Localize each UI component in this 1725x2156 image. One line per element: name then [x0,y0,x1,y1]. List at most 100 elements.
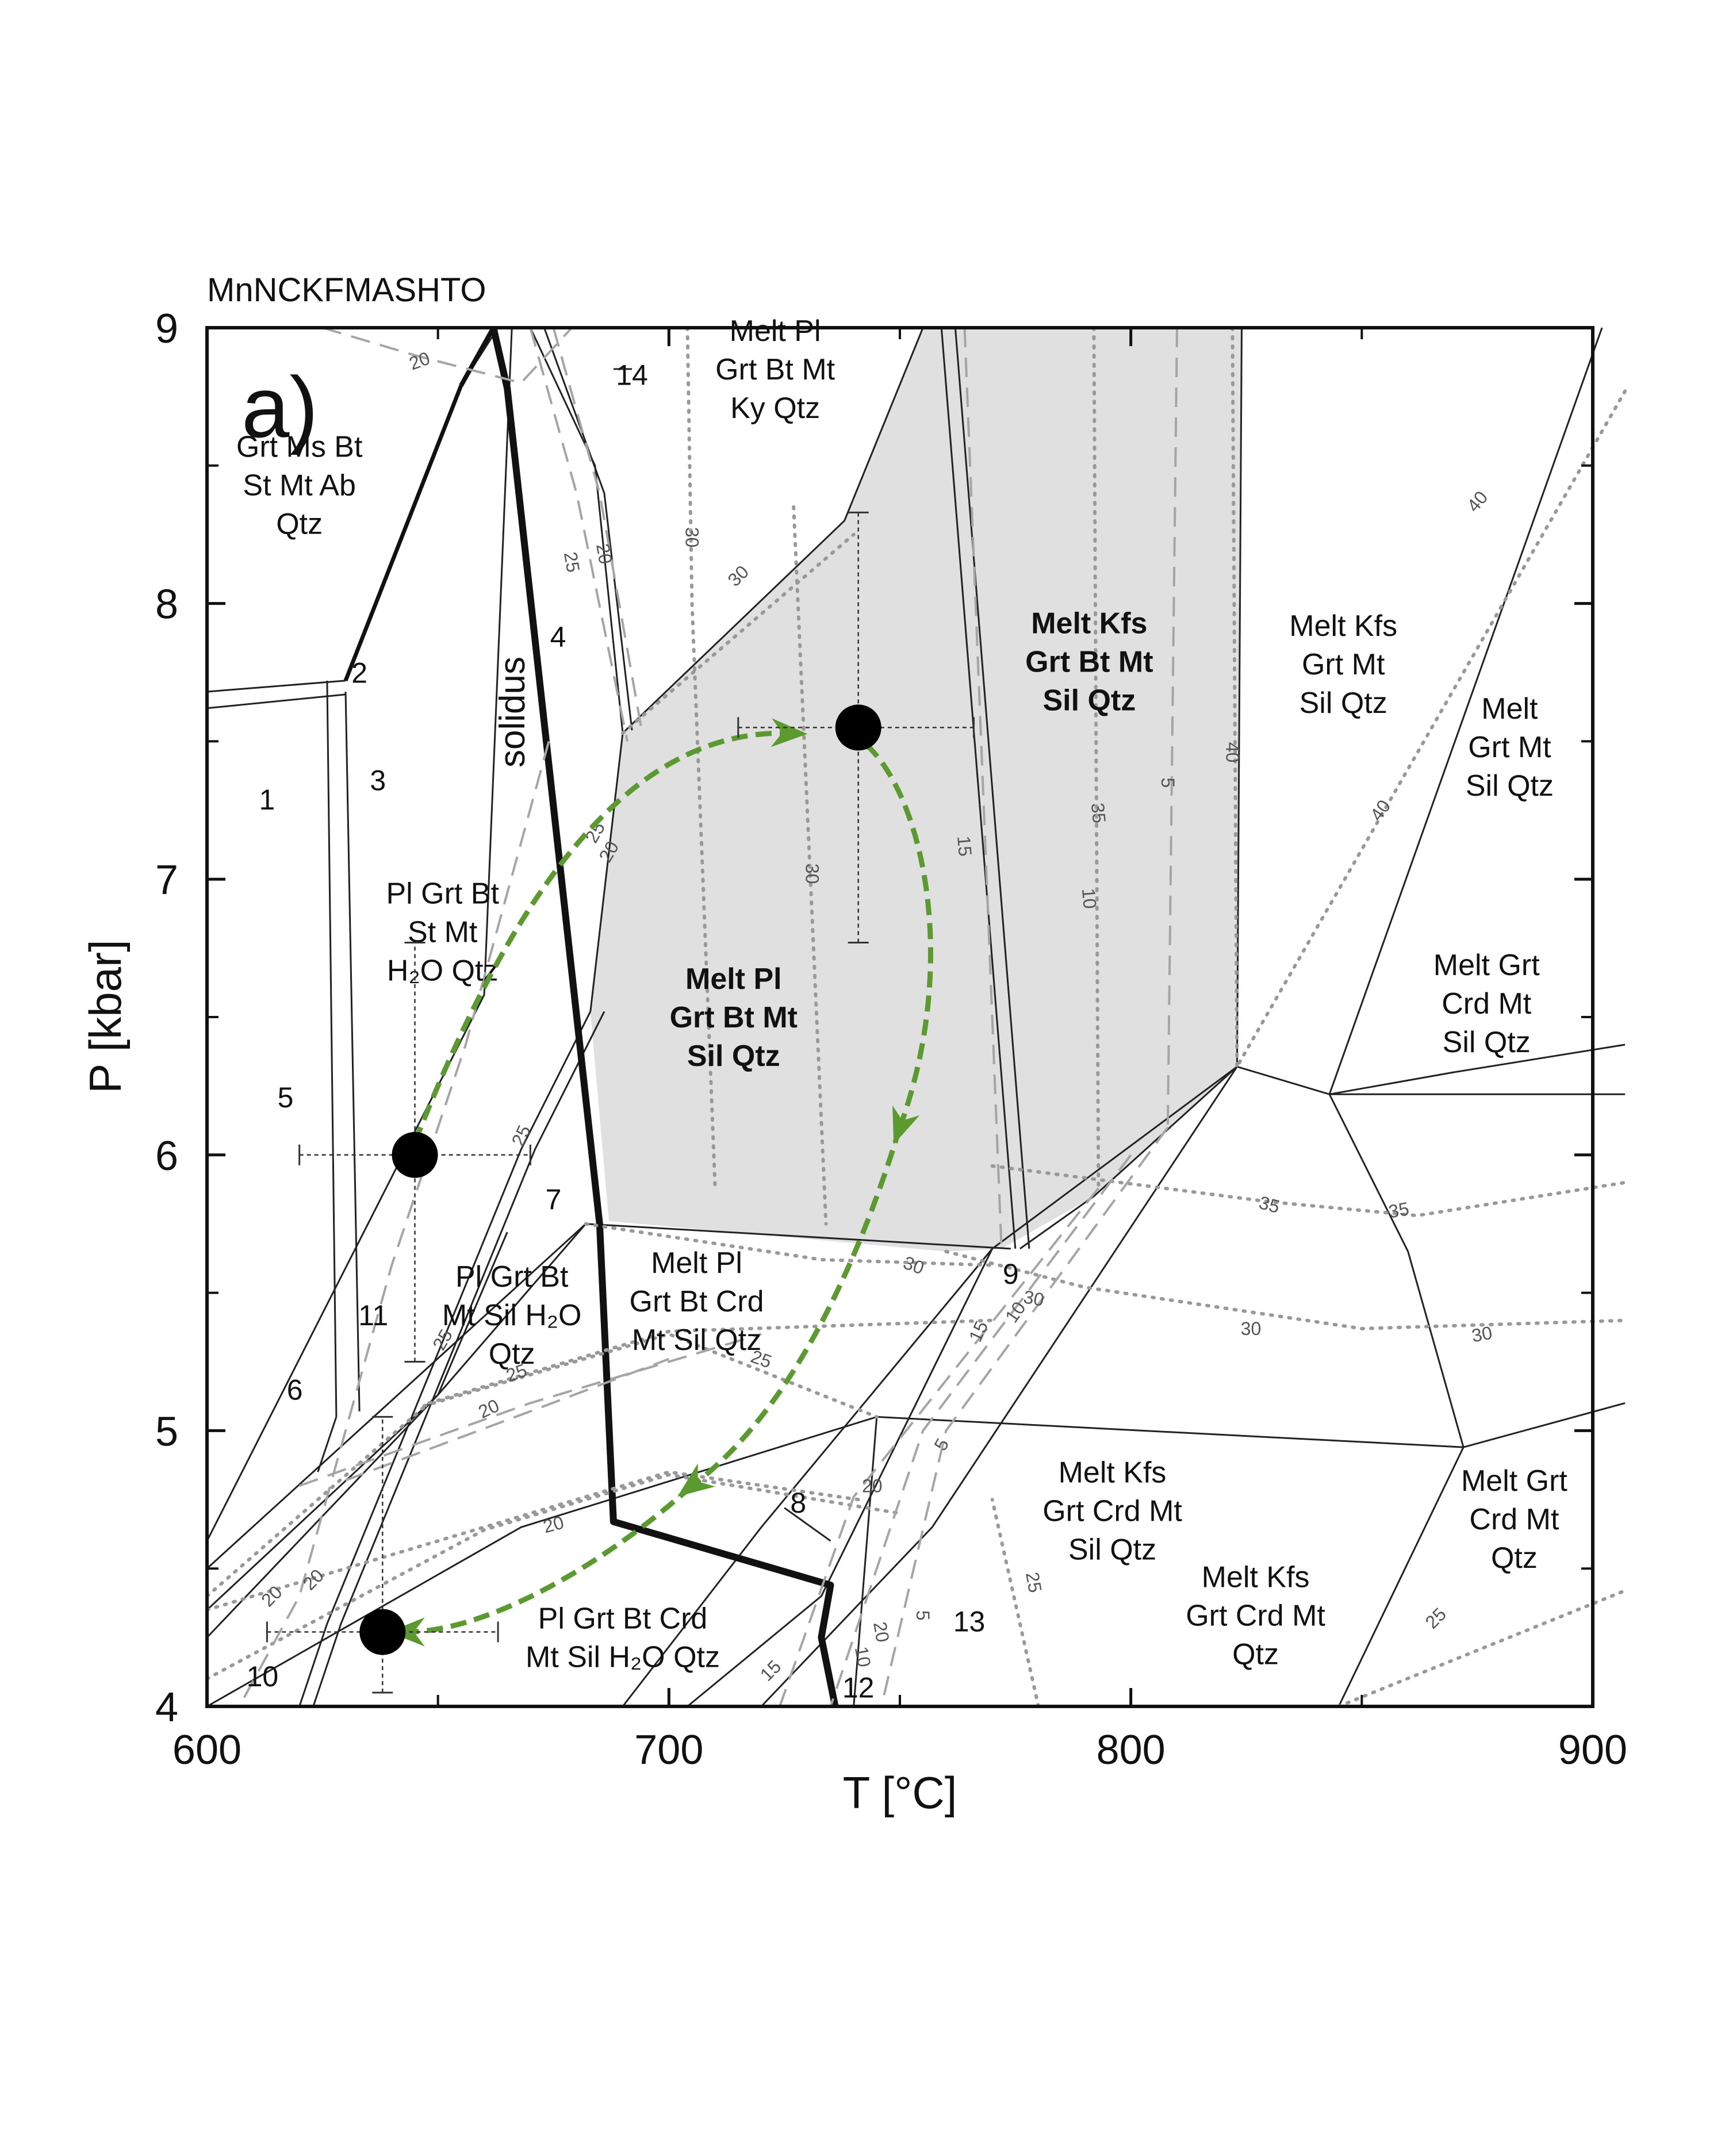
isopleth-label: 35 [1087,802,1110,824]
field-number-13: 13 [953,1605,986,1637]
field-label-line: Melt Kfs [1059,1456,1167,1489]
field-number-3: 3 [370,765,386,797]
y-tick-label: 9 [155,306,178,352]
isopleth-label: 25 [560,550,584,574]
field-number-11: 11 [358,1299,388,1332]
field-label-line: Sil Qtz [1068,1533,1156,1566]
field-number-6: 6 [287,1374,303,1406]
field-label-pl-grt-bt-st-mt: Pl Grt Bt St Mt H₂O Qtz [386,877,499,987]
field-label-line: Qtz [276,507,323,540]
field-label-pl-grt-bt-crd-mt-sil: Pl Grt Bt Crd Mt Sil H₂O Qtz [526,1602,720,1674]
isopleth-label: 5 [1157,777,1178,788]
solidus-curve [490,327,839,1708]
x-tick-label: 700 [634,1727,703,1773]
field-label-line: Sil Qtz [687,1039,780,1073]
isopleth-label: 20 [862,1475,883,1496]
field-label-line: Pl Grt Bt [386,877,499,910]
field-label-line: Grt Crd Mt [1042,1494,1182,1528]
field-label-line: Grt Mt [1302,648,1385,681]
field-label-line: Melt Kfs [1289,609,1397,643]
isopleth-label: 20 [592,542,616,566]
field-number-7: 7 [546,1184,562,1216]
isopleth-label: 20 [869,1620,894,1644]
field-label-line: Pl Grt Bt [455,1260,569,1294]
field-label-line: Melt Grt [1433,949,1540,982]
isopleth-label: 5 [913,1610,933,1621]
isopleth-label: 40 [1222,742,1243,763]
field-label-line: Mt Sil H₂O [442,1299,582,1332]
pt-path-segment [677,1126,903,1497]
x-axis-title: T [°C] [843,1767,957,1818]
x-tick-label: 800 [1097,1727,1166,1773]
x-tick-label: 600 [172,1727,241,1773]
isopleth-label: 15 [953,835,976,857]
field-label-line: Melt Pl [651,1246,742,1280]
field-label-line: Grt Ms Bt [236,430,363,463]
field-label-line: Ky Qtz [730,392,820,425]
field-label-line: Sil Qtz [1466,769,1554,803]
field-label-line: Grt Bt Mt [1025,645,1153,678]
field-label-line: Qtz [1491,1541,1538,1575]
field-label-pl-grt-bt-mt-sil: Pl Grt Bt Mt Sil H₂O Qtz [442,1260,582,1371]
y-tick-label: 6 [155,1133,178,1179]
field-label-line: Melt Grt [1461,1464,1567,1498]
field-label-line: Melt Kfs [1031,607,1147,640]
melt-field-shade [590,328,1242,1252]
field-label-line: St Mt Ab [243,469,356,502]
field-label-line: Grt Crd Mt [1186,1599,1325,1633]
field-label-line: Melt Pl [730,314,821,348]
field-label-melt-kfs-grt-crd-mt-qtz: Melt Kfs Grt Crd Mt Qtz [1186,1561,1325,1671]
field-label-melt-grt-crd-mt-qtz: Melt Grt Crd Mt Qtz [1461,1464,1567,1575]
pt-path-segment [412,718,808,1144]
isopleth-label: 20 [541,1511,566,1537]
isopleth-label: 30 [682,527,703,548]
sample-point-2 [298,942,531,1363]
field-label-line: Qtz [489,1337,535,1371]
field-label-line: Grt Bt Crd [630,1285,764,1318]
field-number-5: 5 [278,1081,294,1114]
field-label-melt-pl-grt-bt-crd: Melt Pl Grt Bt Crd Mt Sil Qtz [630,1246,764,1357]
field-label-line: Sil Qtz [1042,684,1136,717]
field-label-melt-kfs-grt-bt-mt-sil: Melt Kfs Grt Bt Mt Sil Qtz [1025,607,1153,717]
field-label-line: Melt Pl [685,962,782,996]
isopleth-label: 30 [900,1252,927,1279]
field-label-line: Qtz [1232,1638,1279,1671]
field-label-line: Grt Bt Mt [670,1001,798,1034]
field-number-8: 8 [790,1487,806,1519]
field-label-melt-grt-mt-sil: Melt Grt Mt Sil Qtz [1466,692,1554,803]
field-label-line: Melt Kfs [1202,1561,1310,1594]
field-number-12: 12 [842,1671,875,1704]
sample-point-3 [266,1415,499,1694]
isopleth-label: 30 [1470,1322,1494,1346]
axis-ticks: 600 700 800 900 4 5 6 7 8 9 [155,306,1627,1773]
pt-path-segment [864,743,933,1145]
field-label-melt-kfs-grt-mt-sil: Melt Kfs Grt Mt Sil Qtz [1289,609,1397,720]
field-label-line: Melt [1481,692,1538,726]
isopleth-label: 30 [1241,1318,1262,1339]
field-number-2: 2 [351,657,367,689]
isopleth-label: 20 [407,348,433,374]
isopleths [205,326,1627,1708]
isopleth-label: 25 [1022,1571,1046,1594]
pt-path [388,718,933,1647]
field-label-line: Crd Mt [1442,987,1532,1021]
phase-boundaries [206,327,1626,1708]
sample-points [266,511,975,1694]
isopleth-label: 10 [851,1645,875,1668]
field-labels: Grt Ms Bt St Mt Ab Qtz Melt Pl Grt Bt Mt Ky Q… [236,314,1568,1674]
system-label: MnNCKFMASHTO [207,271,486,309]
field-label-line: Sil Qtz [1443,1026,1531,1059]
isopleth-label: 30 [1022,1286,1045,1310]
field-label-line: Grt Bt Mt [715,353,835,386]
field-number-10: 10 [247,1660,279,1693]
panel-label: a) [241,359,318,455]
isopleth-label: 10 [1078,887,1101,910]
field-label-melt-pl-grt-bt-mt-ky: Melt Pl Grt Bt Mt Ky Qtz [715,314,835,425]
isopleth-label: 40 [1463,487,1492,516]
sample-point-1 [737,511,975,944]
field-label-line: Grt Mt [1468,731,1551,764]
y-tick-label: 7 [155,857,178,903]
field-number-1: 1 [259,784,275,816]
